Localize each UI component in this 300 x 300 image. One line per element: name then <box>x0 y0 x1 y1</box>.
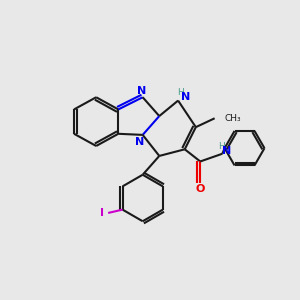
Text: N: N <box>222 146 231 157</box>
Text: N: N <box>135 136 144 146</box>
Text: H: H <box>177 88 184 97</box>
Text: N: N <box>137 85 147 96</box>
Text: H: H <box>218 142 225 151</box>
Text: O: O <box>196 184 205 194</box>
Text: I: I <box>100 208 104 218</box>
Text: CH₃: CH₃ <box>225 114 241 123</box>
Text: N: N <box>181 92 190 102</box>
